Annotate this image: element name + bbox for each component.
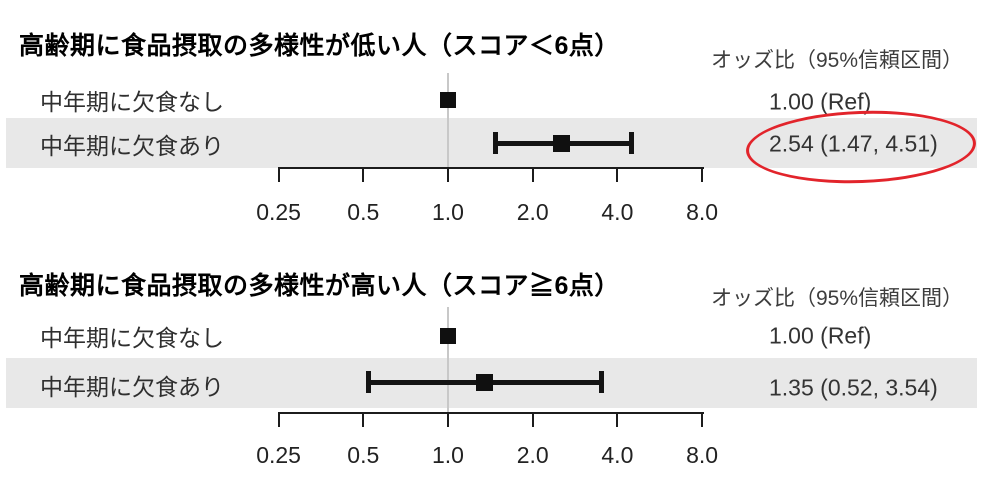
x-axis-tick	[447, 167, 449, 182]
x-axis-tick-label: 0.5	[347, 199, 380, 225]
panel2-odds-header: オッズ比（95%信頼区間）	[711, 287, 964, 310]
x-axis-tick-label: 8.0	[686, 199, 719, 225]
or-marker	[440, 92, 456, 108]
x-axis-tick	[447, 412, 449, 427]
or-marker	[440, 328, 456, 344]
x-axis-tick-label: 1.0	[432, 199, 464, 225]
x-axis-tick	[362, 167, 365, 182]
panel2-row1-label: 中年期に欠食なし	[40, 325, 224, 351]
ci-cap-low	[493, 132, 499, 154]
panel1-title: 高齢期に食品摂取の多様性が低い人（スコア＜6点）	[19, 32, 620, 60]
x-axis-tick-label: 2.0	[516, 442, 549, 468]
x-axis-tick	[701, 167, 704, 182]
ci-cap-high	[629, 132, 635, 154]
panel2-row1-or-value: 1.00 (Ref)	[769, 322, 872, 349]
x-axis-tick-label: 4.0	[601, 199, 634, 225]
ci-cap-high	[599, 371, 605, 393]
x-axis-tick	[277, 167, 280, 182]
panel1-row2-or-value: 2.54 (1.47, 4.51)	[769, 130, 938, 157]
or-marker	[476, 373, 494, 391]
x-axis-tick-label: 4.0	[601, 442, 634, 468]
reference-line	[447, 73, 449, 169]
x-axis-tick-label: 8.0	[686, 442, 719, 468]
x-axis-tick-label: 2.0	[516, 199, 549, 225]
x-axis-line	[278, 412, 705, 414]
x-axis-tick	[616, 412, 619, 427]
x-axis-tick	[531, 167, 534, 182]
panel2-row2-label: 中年期に欠食あり	[40, 374, 224, 400]
x-axis-tick-label: 0.25	[256, 199, 301, 225]
x-axis-tick-label: 1.0	[432, 442, 464, 468]
x-axis-tick	[701, 412, 704, 427]
x-axis-tick	[362, 412, 365, 427]
panel2-row2-or-value: 1.35 (0.52, 3.54)	[769, 374, 938, 401]
x-axis-line	[278, 167, 705, 169]
x-axis-tick	[277, 412, 280, 427]
reference-line	[447, 307, 449, 414]
x-axis-tick	[531, 412, 534, 427]
panel1-row2-label: 中年期に欠食あり	[40, 133, 224, 159]
x-axis-tick	[616, 167, 619, 182]
x-axis-tick-label: 0.5	[347, 442, 380, 468]
panel1-row1-or-value: 1.00 (Ref)	[769, 88, 872, 115]
panel2-title: 高齢期に食品摂取の多様性が高い人（スコア≧6点）	[19, 272, 620, 300]
or-marker	[553, 134, 571, 152]
row-shaded-band	[6, 118, 977, 168]
panel1-row1-label: 中年期に欠食なし	[40, 89, 224, 115]
panel1-odds-header: オッズ比（95%信頼区間）	[711, 49, 964, 72]
x-axis-tick-label: 0.25	[256, 442, 301, 468]
ci-cap-low	[366, 371, 372, 393]
